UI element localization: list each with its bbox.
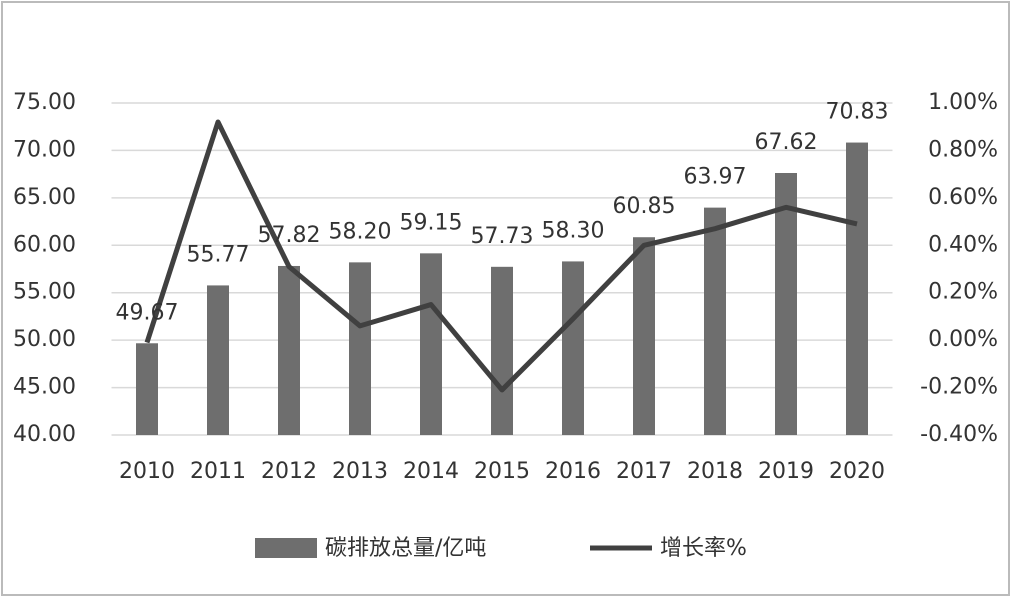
y-tick-label: 45.00 bbox=[13, 375, 76, 400]
x-tick-label: 2015 bbox=[474, 459, 530, 484]
data-label: 60.85 bbox=[613, 194, 676, 219]
bar bbox=[775, 173, 797, 435]
data-label: 70.83 bbox=[826, 100, 889, 125]
bar bbox=[491, 266, 513, 435]
y-tick-label: 75.00 bbox=[13, 90, 76, 115]
bar bbox=[562, 261, 584, 435]
x-tick-label: 2017 bbox=[616, 459, 672, 484]
y-tick-label: 50.00 bbox=[13, 327, 76, 352]
bar bbox=[278, 265, 300, 435]
bar bbox=[420, 253, 442, 435]
x-tick-label: 2020 bbox=[829, 459, 885, 484]
x-tick-label: 2019 bbox=[758, 459, 814, 484]
data-label: 58.20 bbox=[329, 219, 392, 244]
y2-tick-label: 1.00% bbox=[928, 90, 998, 115]
data-label: 57.73 bbox=[471, 224, 534, 249]
bar bbox=[846, 142, 868, 436]
data-label: 63.97 bbox=[684, 165, 747, 190]
x-tick-label: 2011 bbox=[190, 459, 246, 484]
y2-tick-label: 0.20% bbox=[928, 280, 998, 305]
x-tick-label: 2012 bbox=[261, 459, 317, 484]
y-tick-label: 70.00 bbox=[13, 137, 76, 162]
y2-tick-label: -0.40% bbox=[920, 422, 998, 447]
y-tick-label: 40.00 bbox=[13, 422, 76, 447]
y2-tick-label: -0.20% bbox=[920, 375, 998, 400]
y-tick-label: 65.00 bbox=[13, 185, 76, 210]
bar bbox=[207, 285, 229, 435]
legend-swatch bbox=[255, 538, 317, 558]
data-label: 58.30 bbox=[542, 218, 605, 243]
y2-tick-label: 0.40% bbox=[928, 232, 998, 257]
growth-line bbox=[144, 119, 858, 393]
legend-label: 增长率% bbox=[660, 536, 747, 561]
bar bbox=[704, 207, 726, 435]
bar bbox=[633, 237, 655, 435]
x-tick-label: 2010 bbox=[119, 459, 175, 484]
bar bbox=[136, 343, 158, 435]
data-label: 67.62 bbox=[755, 130, 818, 155]
x-tick-label: 2013 bbox=[332, 459, 388, 484]
data-label: 57.82 bbox=[258, 223, 321, 248]
y2-tick-label: 0.60% bbox=[928, 185, 998, 210]
y-tick-label: 60.00 bbox=[13, 232, 76, 257]
y2-tick-label: 0.80% bbox=[928, 137, 998, 162]
x-tick-label: 2016 bbox=[545, 459, 601, 484]
data-label: 49.67 bbox=[116, 300, 179, 325]
data-label: 59.15 bbox=[400, 210, 463, 235]
y-tick-label: 55.00 bbox=[13, 280, 76, 305]
data-label: 55.77 bbox=[187, 242, 250, 267]
y2-tick-label: 0.00% bbox=[928, 327, 998, 352]
bar bbox=[349, 262, 371, 435]
legend-label: 碳排放总量/亿吨 bbox=[325, 536, 486, 561]
x-tick-label: 2018 bbox=[687, 459, 743, 484]
x-tick-label: 2014 bbox=[403, 459, 459, 484]
